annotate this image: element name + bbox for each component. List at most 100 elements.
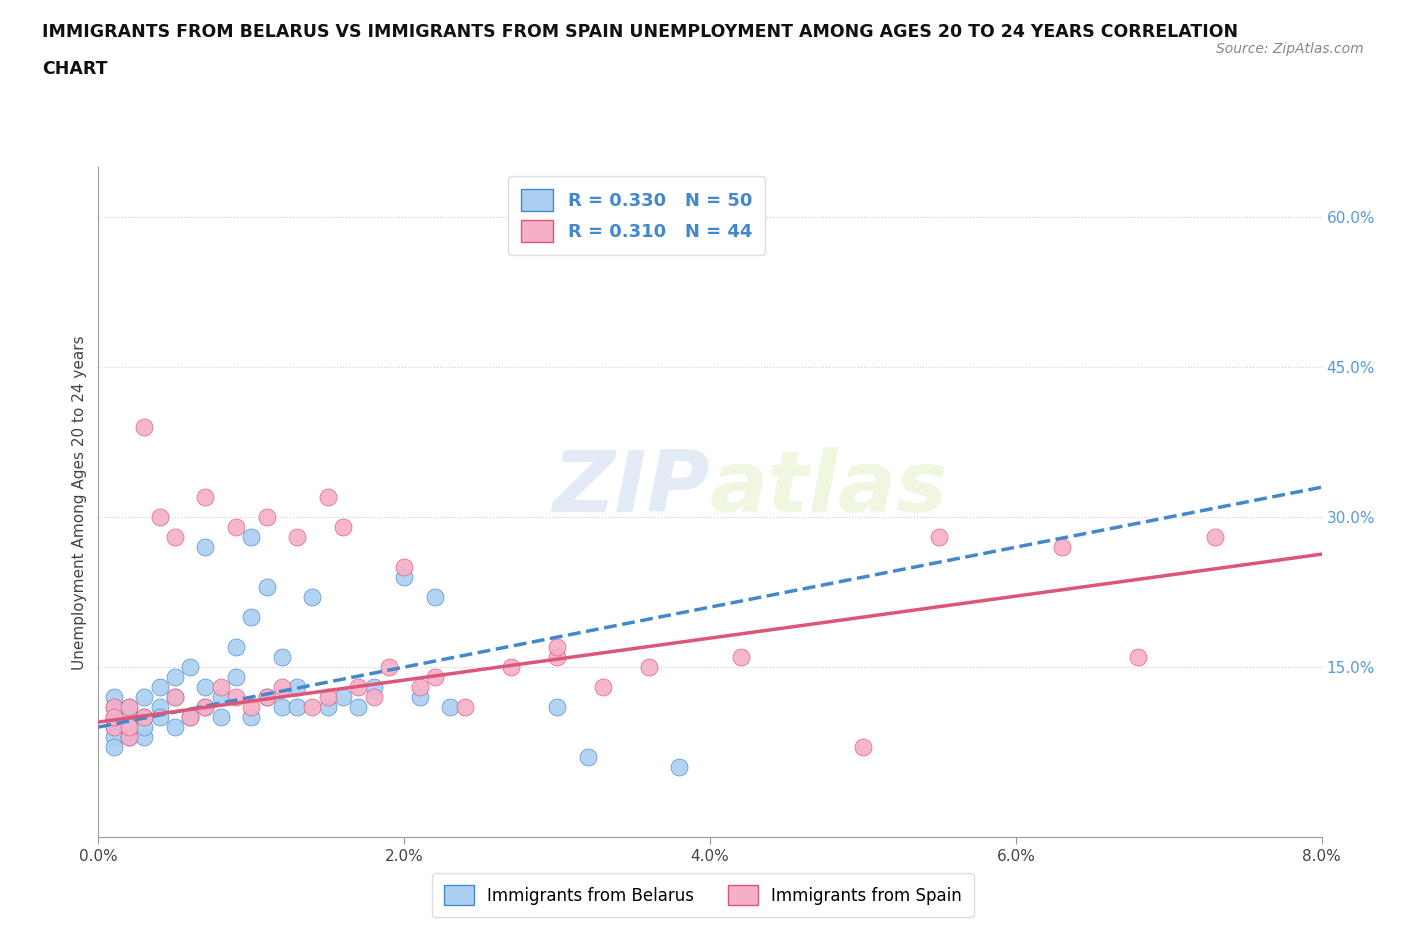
- Point: [163, 690, 186, 705]
- Point: [194, 539, 217, 554]
- Point: [546, 640, 568, 655]
- Point: [149, 699, 172, 714]
- Point: [163, 530, 186, 545]
- Point: [592, 680, 614, 695]
- Point: [103, 720, 125, 735]
- Point: [118, 710, 141, 724]
- Point: [363, 680, 385, 695]
- Point: [240, 699, 263, 714]
- Point: [103, 739, 125, 754]
- Point: [332, 690, 354, 705]
- Point: [225, 670, 247, 684]
- Point: [103, 720, 125, 735]
- Point: [103, 699, 125, 714]
- Point: [256, 690, 278, 705]
- Text: ZIP: ZIP: [553, 447, 710, 530]
- Point: [270, 650, 294, 665]
- Y-axis label: Unemployment Among Ages 20 to 24 years: Unemployment Among Ages 20 to 24 years: [72, 335, 87, 670]
- Point: [363, 690, 385, 705]
- Point: [103, 699, 125, 714]
- Point: [316, 690, 339, 705]
- Point: [225, 690, 247, 705]
- Point: [194, 680, 217, 695]
- Point: [316, 699, 339, 714]
- Point: [149, 510, 172, 525]
- Legend: R = 0.330   N = 50, R = 0.310   N = 44: R = 0.330 N = 50, R = 0.310 N = 44: [509, 177, 765, 255]
- Point: [179, 710, 201, 724]
- Point: [118, 699, 141, 714]
- Point: [256, 510, 278, 525]
- Point: [134, 690, 156, 705]
- Point: [301, 699, 323, 714]
- Point: [256, 690, 278, 705]
- Point: [392, 570, 416, 585]
- Point: [408, 680, 430, 695]
- Point: [163, 670, 186, 684]
- Point: [576, 750, 599, 764]
- Point: [118, 699, 141, 714]
- Point: [240, 610, 263, 625]
- Point: [316, 490, 339, 505]
- Point: [209, 680, 232, 695]
- Point: [209, 710, 232, 724]
- Text: CHART: CHART: [42, 60, 108, 78]
- Point: [134, 710, 156, 724]
- Point: [134, 730, 156, 745]
- Point: [240, 710, 263, 724]
- Point: [149, 710, 172, 724]
- Point: [392, 560, 416, 575]
- Point: [285, 680, 308, 695]
- Point: [1050, 539, 1073, 554]
- Point: [852, 739, 875, 754]
- Point: [103, 710, 125, 724]
- Point: [194, 699, 217, 714]
- Point: [118, 720, 141, 735]
- Point: [240, 530, 263, 545]
- Point: [423, 590, 446, 604]
- Point: [134, 720, 156, 735]
- Point: [134, 710, 156, 724]
- Point: [118, 730, 141, 745]
- Point: [301, 590, 323, 604]
- Point: [285, 530, 308, 545]
- Point: [928, 530, 950, 545]
- Point: [332, 520, 354, 535]
- Point: [730, 650, 752, 665]
- Point: [256, 579, 278, 594]
- Point: [179, 710, 201, 724]
- Point: [134, 419, 156, 434]
- Point: [408, 690, 430, 705]
- Point: [546, 650, 568, 665]
- Point: [637, 659, 661, 674]
- Point: [270, 699, 294, 714]
- Text: atlas: atlas: [710, 447, 948, 530]
- Point: [225, 640, 247, 655]
- Point: [347, 680, 370, 695]
- Point: [1128, 650, 1150, 665]
- Point: [163, 720, 186, 735]
- Point: [423, 670, 446, 684]
- Point: [439, 699, 461, 714]
- Point: [225, 520, 247, 535]
- Point: [103, 690, 125, 705]
- Point: [194, 699, 217, 714]
- Point: [378, 659, 401, 674]
- Point: [149, 680, 172, 695]
- Point: [285, 699, 308, 714]
- Point: [163, 690, 186, 705]
- Text: Source: ZipAtlas.com: Source: ZipAtlas.com: [1216, 42, 1364, 56]
- Text: IMMIGRANTS FROM BELARUS VS IMMIGRANTS FROM SPAIN UNEMPLOYMENT AMONG AGES 20 TO 2: IMMIGRANTS FROM BELARUS VS IMMIGRANTS FR…: [42, 23, 1239, 41]
- Point: [103, 710, 125, 724]
- Point: [209, 690, 232, 705]
- Point: [546, 699, 568, 714]
- Point: [103, 730, 125, 745]
- Point: [454, 699, 477, 714]
- Point: [270, 680, 294, 695]
- Point: [118, 720, 141, 735]
- Point: [668, 760, 690, 775]
- Point: [347, 699, 370, 714]
- Point: [118, 730, 141, 745]
- Point: [179, 659, 201, 674]
- Point: [194, 490, 217, 505]
- Point: [501, 659, 523, 674]
